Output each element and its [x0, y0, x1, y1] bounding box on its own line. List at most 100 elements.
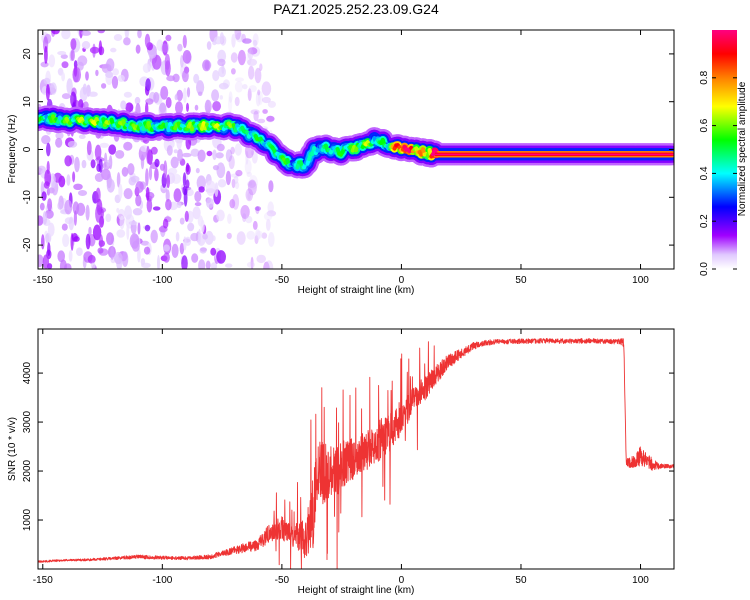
noise-blob	[191, 253, 199, 263]
noise-blob	[182, 50, 192, 64]
noise-blob	[87, 254, 96, 264]
noise-blob	[105, 213, 112, 223]
noise-blob	[247, 180, 256, 188]
colorbar-tick-label: 0.8	[699, 70, 710, 84]
noise-blob	[212, 235, 216, 242]
noise-blob	[41, 234, 45, 250]
noise-blob	[218, 66, 227, 78]
noise-blob	[137, 247, 141, 263]
noise-blob	[142, 63, 151, 74]
noise-blob	[234, 181, 240, 190]
noise-blob	[120, 100, 127, 110]
noise-blob	[184, 236, 192, 246]
noise-blob	[43, 77, 51, 85]
noise-blob	[266, 115, 275, 122]
noise-streak	[46, 160, 50, 175]
noise-blob	[194, 191, 202, 203]
noise-blob	[116, 229, 126, 238]
noise-blob	[252, 33, 259, 46]
noise-blob	[179, 217, 185, 225]
noise-blob	[200, 247, 208, 252]
noise-blob	[174, 94, 178, 101]
noise-blob	[230, 173, 240, 178]
noise-blob	[112, 68, 119, 76]
noise-streak	[162, 218, 169, 229]
noise-blob	[245, 150, 249, 165]
noise-blob	[81, 30, 91, 36]
noise-blob	[234, 143, 242, 156]
noise-blob	[68, 216, 75, 231]
noise-blob	[252, 220, 258, 230]
noise-blob	[228, 91, 233, 103]
noise-streak	[46, 142, 51, 157]
noise-blob	[241, 33, 247, 43]
noise-blob	[61, 223, 68, 231]
noise-streak	[146, 198, 153, 213]
noise-blob	[126, 223, 130, 240]
noise-blob	[135, 194, 142, 207]
noise-blob	[42, 211, 48, 225]
noise-blob	[176, 202, 182, 209]
noise-blob	[254, 229, 261, 241]
noise-blob	[61, 30, 71, 40]
noise-streak	[146, 145, 150, 164]
noise-blob	[85, 71, 89, 81]
snr-x-label: Height of straight line (km)	[298, 585, 415, 596]
snr-frame	[37, 328, 675, 570]
noise-blob	[231, 178, 236, 189]
snr-y-tick-label: 4000	[22, 362, 33, 385]
noise-blob	[225, 149, 233, 162]
noise-blob	[124, 205, 132, 220]
noise-blob	[268, 180, 274, 193]
noise-blob	[55, 131, 64, 140]
noise-blob	[197, 149, 206, 162]
snr-y-label: SNR (10 * v/v)	[7, 417, 18, 481]
noise-blob	[248, 65, 255, 80]
noise-blob	[266, 210, 277, 217]
noise-streak	[94, 144, 102, 160]
noise-blob	[125, 102, 134, 113]
noise-blob	[86, 140, 92, 156]
noise-blob	[115, 150, 125, 159]
noise-blob	[67, 140, 78, 148]
noise-blob	[49, 173, 56, 188]
noise-streak	[185, 179, 190, 189]
noise-blob	[116, 172, 121, 188]
noise-blob	[123, 91, 132, 98]
noise-blob	[118, 208, 126, 221]
noise-streak	[47, 198, 53, 212]
noise-blob	[141, 262, 151, 268]
spectrogram-y-tick-label: 20	[22, 48, 33, 60]
noise-blob	[153, 91, 160, 104]
noise-blob	[150, 229, 158, 244]
noise-blob	[92, 224, 102, 241]
noise-blob	[64, 155, 72, 167]
noise-blob	[261, 96, 271, 104]
noise-blob	[251, 150, 258, 164]
noise-blob	[225, 263, 233, 268]
noise-blob	[47, 222, 55, 237]
noise-blob	[246, 171, 252, 177]
noise-blob	[197, 215, 204, 227]
spectrogram-y-tick-label: 10	[22, 96, 33, 108]
spectrogram-x-tick-label: 100	[632, 275, 649, 286]
spectrogram-x-tick-label: -150	[33, 275, 53, 286]
noise-blob	[228, 96, 233, 113]
noise-blob	[242, 213, 247, 223]
noise-blob	[206, 41, 212, 50]
noise-blob	[45, 233, 50, 244]
noise-blob	[160, 86, 169, 100]
noise-blob	[210, 247, 217, 256]
noise-blob	[39, 202, 45, 211]
noise-streak	[73, 65, 78, 77]
noise-blob	[45, 209, 54, 219]
noise-blob	[137, 30, 142, 39]
noise-blob	[175, 101, 183, 115]
noise-blob	[197, 91, 203, 97]
noise-blob	[247, 88, 252, 101]
noise-blob	[219, 35, 227, 46]
noise-streak	[165, 199, 172, 211]
snr-x-tick-label: 100	[632, 575, 649, 586]
colorbar-tick-label: 0.6	[699, 118, 710, 132]
noise-blob	[38, 215, 44, 226]
